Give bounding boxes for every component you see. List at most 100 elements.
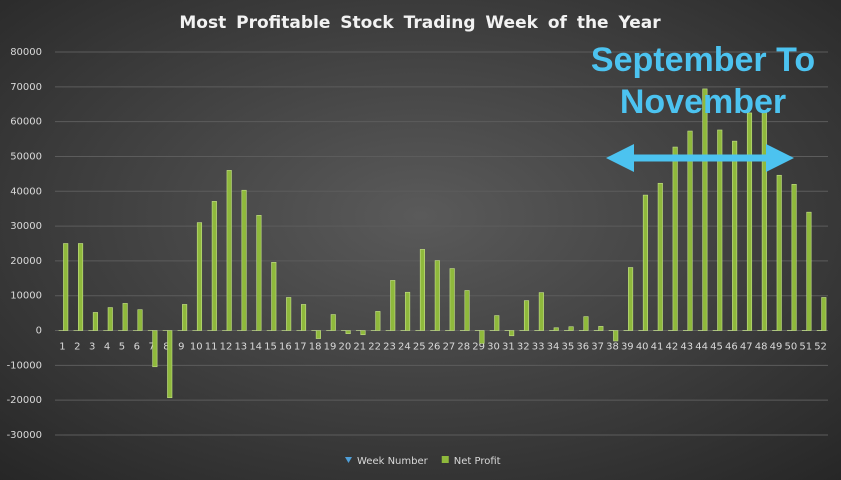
x-tick-label: 30 [487,342,500,353]
bar [152,330,158,368]
x-tick-label: 47 [740,342,753,353]
x-tick-label: 44 [695,342,708,353]
x-tick-label: 16 [279,342,292,353]
y-tick-label: 0 [36,326,42,337]
bar [523,300,530,331]
legend-marker [441,456,449,463]
x-tick-label: 22 [368,342,381,353]
x-tick-label: 37 [591,342,604,353]
bar [286,297,292,331]
bar [538,292,544,331]
bar [553,327,559,331]
bar [702,88,708,331]
x-tick-label: 26 [428,342,441,353]
bar [791,184,797,331]
bar [746,112,753,331]
x-tick-label: 19 [324,342,337,353]
bar [256,214,262,331]
bar [77,243,84,331]
bar [315,330,321,339]
x-tick-label: 1 [59,342,65,353]
x-tick-label: 25 [413,342,426,353]
x-tick-label: 11 [205,342,218,353]
bar [479,330,485,344]
bar [449,268,455,331]
bar [211,201,217,331]
x-tick-label: 10 [190,342,203,353]
x-tick-label: 14 [249,342,262,353]
bar [390,280,396,331]
x-tick-label: 35 [561,342,574,353]
y-tick-label: 80000 [10,47,42,58]
y-tick-label: -10000 [7,360,42,371]
x-tick-label: 24 [398,342,411,353]
x-tick-label: 51 [799,342,812,353]
x-tick-label: 12 [220,342,233,353]
x-tick-label: 38 [606,342,619,353]
bar [182,304,188,331]
x-tick-label: 13 [234,342,247,353]
bar [583,316,589,331]
y-tick-label: 30000 [10,221,42,232]
x-tick-label: 5 [119,342,125,353]
x-tick-label: 32 [517,342,530,353]
x-tick-label: 34 [547,342,560,353]
x-tick-label: 3 [89,342,95,353]
x-tick-label: 33 [532,342,545,353]
x-tick-label: 17 [294,342,307,353]
bar [345,330,351,334]
bar [761,110,767,331]
x-tick-label: 36 [576,342,589,353]
legend-label: Week Number [357,456,429,467]
x-tick-label: 31 [502,342,515,353]
bar [657,182,663,331]
x-tick-label: 39 [621,342,634,353]
x-tick-label: 28 [457,342,470,353]
x-tick-label: 43 [680,342,693,353]
bar [509,330,515,337]
bar [776,174,782,331]
bar [806,211,812,331]
bar [434,260,440,331]
bar [464,290,470,331]
legend-label: Net Profit [454,456,501,467]
bar [300,304,307,331]
x-tick-label: 4 [104,342,110,353]
annotation: November [620,83,786,121]
bar [598,326,604,331]
bar [241,189,247,331]
x-tick-label: 49 [770,342,783,353]
x-tick-label: 7 [148,342,154,353]
bar [271,262,277,331]
x-tick-label: 41 [651,342,664,353]
bar [375,311,381,331]
x-tick-label: 23 [383,342,396,353]
y-tick-label: 70000 [10,82,42,93]
bar [568,326,574,331]
x-tick-label: 2 [74,342,80,353]
y-tick-label: 60000 [10,117,42,128]
bar [167,330,173,399]
y-tick-label: 50000 [10,151,42,162]
bar [642,194,648,331]
y-tick-label: 20000 [10,256,42,267]
x-tick-label: 46 [725,342,738,353]
y-tick-label: -20000 [7,395,42,406]
x-tick-label: 42 [666,342,679,353]
y-tick-label: 40000 [10,186,42,197]
bar [494,315,500,331]
bar [717,129,723,331]
bar [821,297,827,331]
x-tick-label: 50 [784,342,797,353]
chart-title: Most Profitable Stock Trading Week of th… [179,13,661,33]
x-tick-label: 40 [636,342,649,353]
x-tick-label: 21 [353,342,366,353]
bar [63,243,69,331]
y-tick-label: 10000 [10,291,42,302]
bar [687,130,693,331]
x-tick-label: 6 [134,342,140,353]
x-tick-label: 52 [814,342,827,353]
legend-marker [345,457,352,463]
bar [107,307,113,331]
